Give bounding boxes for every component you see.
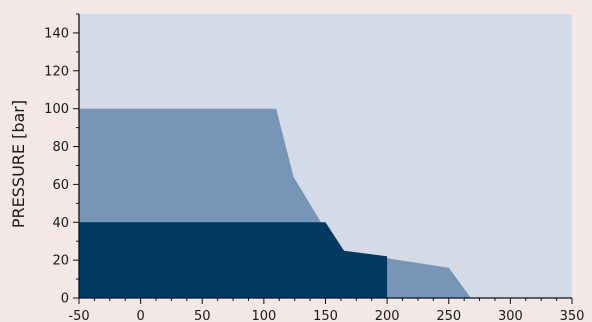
- x-tick-label: 150: [313, 309, 338, 322]
- x-tick-label: 300: [498, 309, 523, 322]
- y-tick-label: 100: [44, 102, 69, 117]
- y-ticks: 0 20 40 60 80 100 120 140: [44, 13, 79, 307]
- x-tick-label: 50: [194, 309, 211, 322]
- x-tick-label: 200: [375, 309, 400, 322]
- x-tick-label: 250: [436, 309, 461, 322]
- y-tick-label: 40: [52, 216, 69, 231]
- y-tick-label: 20: [52, 254, 69, 269]
- y-tick-label: 120: [44, 64, 69, 79]
- y-axis-title: PRESSURE [bar]: [9, 100, 28, 228]
- regions-layer: [79, 108, 471, 298]
- x-tick-label: 100: [251, 309, 276, 322]
- x-tick-label: -50: [68, 309, 89, 322]
- x-tick-label: 0: [136, 309, 144, 322]
- y-tick-label: 140: [44, 26, 69, 41]
- y-tick-label: 60: [52, 178, 69, 193]
- x-ticks: -50 0 50 100 150 200 250 300 350: [68, 298, 584, 322]
- y-tick-label: 0: [61, 292, 69, 307]
- region-inner: [79, 222, 388, 298]
- x-tick-label: 350: [560, 309, 585, 322]
- y-tick-label: 80: [52, 140, 69, 155]
